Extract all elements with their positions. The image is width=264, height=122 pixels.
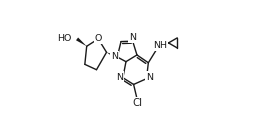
Polygon shape: [76, 37, 87, 46]
Text: Cl: Cl: [132, 98, 142, 108]
Text: N: N: [116, 73, 123, 82]
Text: O: O: [95, 34, 102, 43]
Text: NH: NH: [153, 41, 167, 50]
Polygon shape: [107, 52, 117, 59]
Text: N: N: [146, 73, 153, 82]
Text: N: N: [111, 52, 118, 61]
Text: N: N: [129, 33, 136, 42]
Text: HO: HO: [57, 34, 72, 43]
